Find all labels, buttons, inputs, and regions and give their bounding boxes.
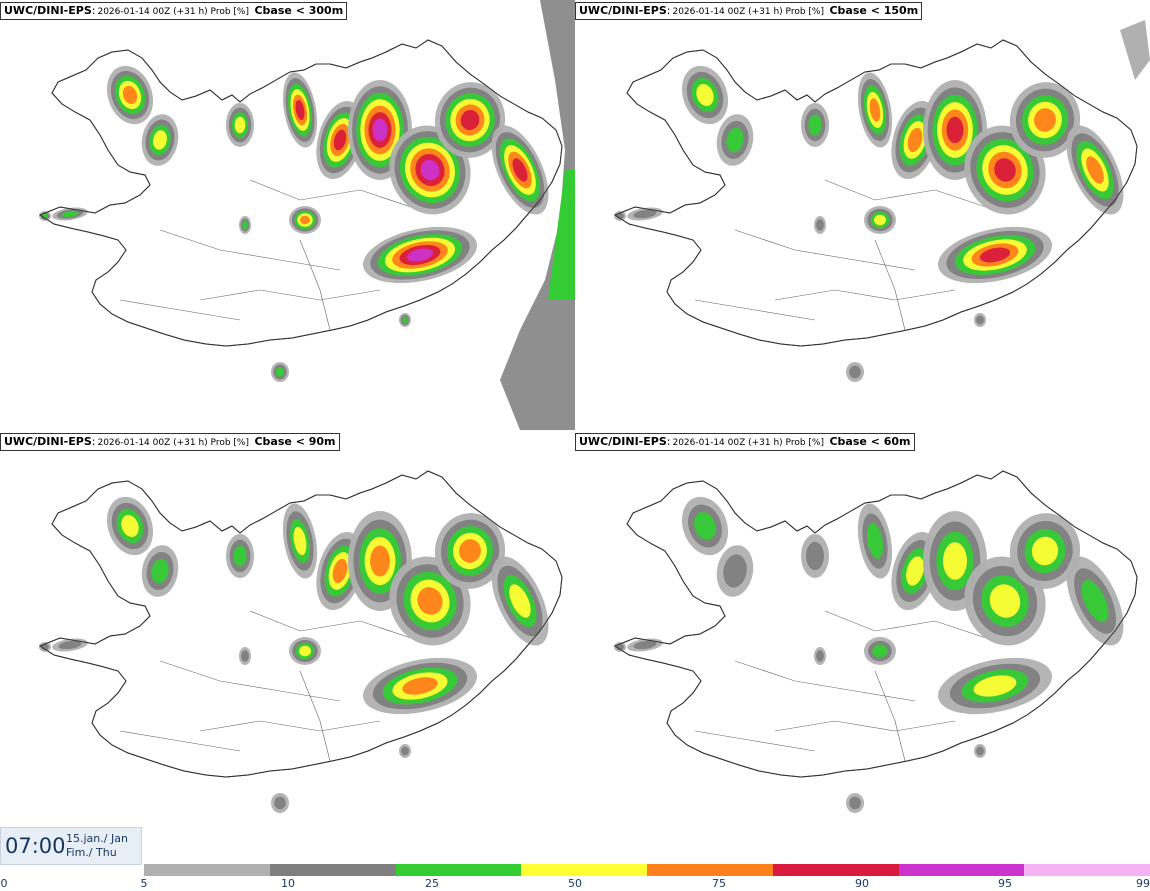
legend-swatch (772, 864, 899, 876)
iceland-map (613, 20, 1150, 382)
iceland-map (38, 470, 563, 813)
legend-swatch (647, 864, 773, 876)
legend-swatch (898, 864, 1025, 876)
map-panel-150m: UWC/DINI-EPS: 2026-01-14 00Z (+31 h) Prob… (575, 0, 1150, 430)
legend-tick: 5 (140, 877, 148, 890)
legend-swatch (144, 864, 270, 876)
panel-title: UWC/DINI-EPS: 2026-01-14 00Z (+31 h) Prob… (575, 2, 923, 20)
panel-title: UWC/DINI-EPS: 2026-01-14 00Z (+31 h) Prob… (575, 433, 915, 451)
field-name: Cbase < 300m (254, 4, 344, 17)
field-name: Cbase < 60m (829, 435, 911, 448)
legend-tick: 50 (568, 877, 582, 890)
map-panel-300m: UWC/DINI-EPS: 2026-01-14 00Z (+31 h) Prob… (0, 0, 575, 430)
run-info: 2026-01-14 00Z (+31 h) Prob [%] (672, 7, 824, 17)
legend-tick: 25 (425, 877, 439, 890)
field-name: Cbase < 150m (829, 4, 919, 17)
legend-tick: 75 (712, 877, 726, 890)
map-panel-60m: UWC/DINI-EPS: 2026-01-14 00Z (+31 h) Prob… (575, 431, 1150, 861)
legend-swatch (269, 864, 396, 876)
iceland-map (613, 470, 1138, 813)
valid-weekday: Fim./ Thu (66, 846, 117, 859)
color-legend (144, 864, 1150, 876)
model-name: UWC/DINI-EPS (579, 435, 667, 448)
valid-time-box: 07:00 15.jan./ Jan Fim./ Thu (0, 827, 142, 865)
panel-title: UWC/DINI-EPS: 2026-01-14 00Z (+31 h) Prob… (0, 2, 348, 20)
iceland-map (38, 0, 575, 430)
legend-swatch (1024, 864, 1150, 876)
legend-tick: 90 (855, 877, 869, 890)
run-info: 2026-01-14 00Z (+31 h) Prob [%] (672, 438, 824, 448)
model-name: UWC/DINI-EPS (4, 435, 92, 448)
valid-time: 07:00 (5, 834, 66, 858)
legend-swatch (395, 864, 522, 876)
run-info: 2026-01-14 00Z (+31 h) Prob [%] (97, 438, 249, 448)
legend-tick: 99 (1136, 877, 1150, 890)
legend-tick: 95 (998, 877, 1012, 890)
map-panel-90m: UWC/DINI-EPS: 2026-01-14 00Z (+31 h) Prob… (0, 431, 575, 861)
panel-title: UWC/DINI-EPS: 2026-01-14 00Z (+31 h) Prob… (0, 433, 340, 451)
field-name: Cbase < 90m (254, 435, 336, 448)
legend-swatch (521, 864, 647, 876)
run-info: 2026-01-14 00Z (+31 h) Prob [%] (97, 7, 249, 17)
model-name: UWC/DINI-EPS (4, 4, 92, 17)
legend-tick: 10 (281, 877, 295, 890)
model-name: UWC/DINI-EPS (579, 4, 667, 17)
legend-tick: 0 (0, 877, 8, 890)
valid-date: 15.jan./ Jan (66, 832, 128, 845)
